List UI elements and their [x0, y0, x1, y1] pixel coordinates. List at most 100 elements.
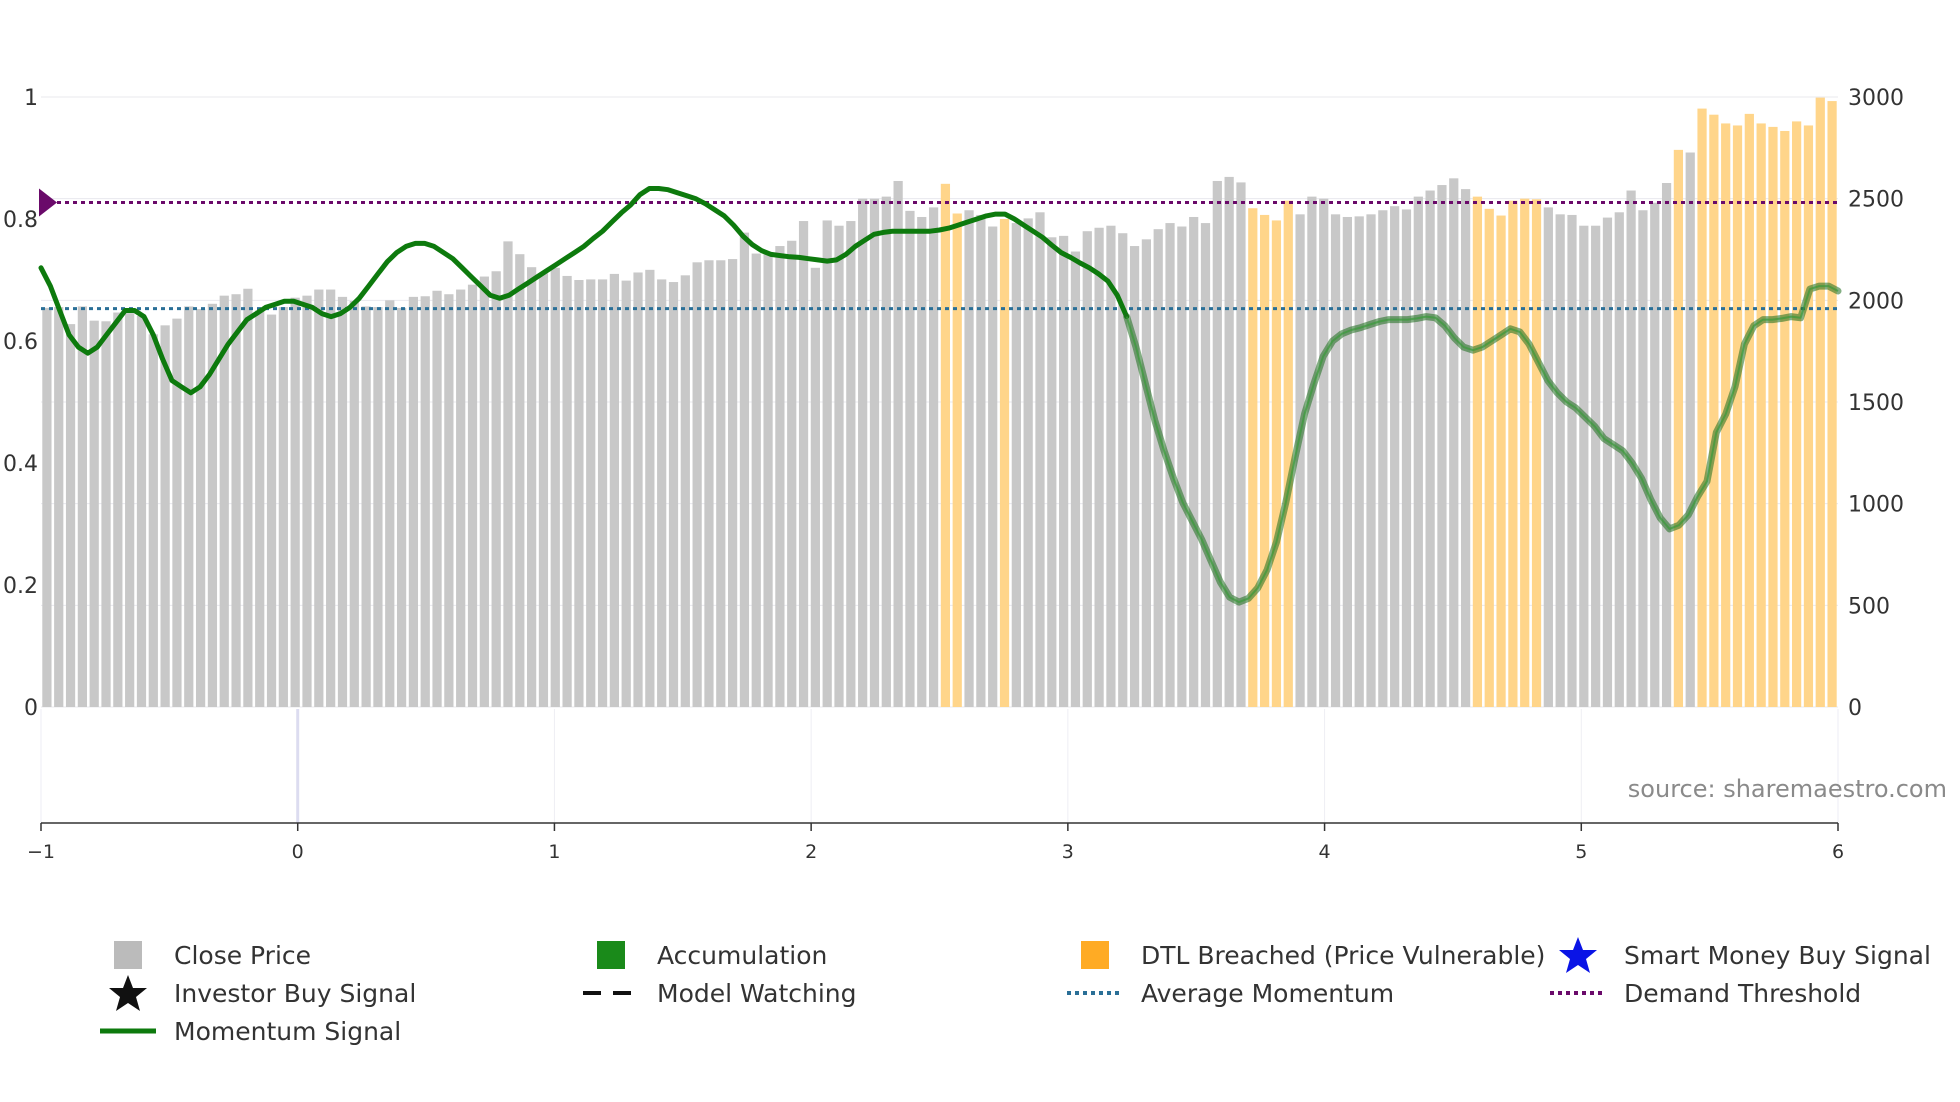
close-price-bar	[810, 267, 820, 707]
close-price-bar	[1189, 216, 1199, 707]
dtl-breached-bar	[1803, 125, 1814, 707]
close-price-bar	[42, 307, 52, 707]
close-price-bar	[633, 272, 643, 707]
dtl-breached-bar	[1709, 114, 1719, 707]
close-price-bar	[704, 260, 714, 707]
marker-group	[39, 188, 57, 217]
close-price-bar	[964, 210, 974, 708]
dtl-breached-bar	[1271, 220, 1282, 707]
close-price-bar	[692, 262, 702, 707]
left-y-tick: 0.4	[3, 452, 38, 477]
close-price-bar	[1118, 233, 1128, 707]
left-y-axis: 0 0.2 0.4 0.6 0.8 1	[3, 86, 38, 721]
close-price-bar	[101, 321, 111, 707]
close-price-bar	[1425, 190, 1435, 708]
close-price-bar	[905, 210, 915, 707]
x-tick-label: 6	[1832, 841, 1844, 863]
close-price-bar	[515, 254, 525, 707]
close-price-bar	[1555, 214, 1565, 707]
close-price-bar	[1106, 225, 1116, 707]
close-price-bar	[349, 300, 359, 707]
close-price-bar	[822, 220, 832, 707]
close-price-bar	[562, 275, 572, 707]
close-price-bar	[1212, 180, 1222, 707]
close-price-bar	[1082, 231, 1092, 707]
close-price-bar	[385, 300, 395, 707]
close-price-bar	[77, 306, 87, 707]
dtl-breached-bar	[999, 219, 1010, 707]
close-price-bar	[988, 226, 998, 708]
close-price-bar	[1413, 196, 1423, 707]
close-price-bar	[65, 324, 76, 707]
close-price-bar	[1319, 198, 1329, 707]
close-price-bar	[231, 294, 241, 707]
close-price-bar	[1047, 237, 1057, 708]
x-tick-label: 1	[548, 841, 560, 863]
dtl-breached-bar	[1732, 125, 1743, 707]
dtl-breached-bar	[1283, 200, 1293, 707]
x-tick-label: 5	[1575, 841, 1587, 863]
close-price-bar	[1543, 207, 1553, 707]
close-price-bar	[1236, 182, 1246, 707]
close-price-bar	[1011, 223, 1021, 708]
close-price-bar	[160, 325, 170, 707]
dtl-breached-bar	[1496, 215, 1506, 707]
x-tick-label: 2	[805, 841, 817, 863]
close-price-bar	[1177, 226, 1187, 708]
close-price-bar	[1650, 202, 1660, 707]
close-price-bar	[467, 284, 478, 707]
close-price-bar	[302, 295, 312, 707]
close-price-bar	[54, 307, 64, 707]
close-price-bar	[574, 280, 584, 707]
close-price-bar	[408, 296, 419, 707]
close-price-bar	[763, 254, 773, 707]
close-price-bar	[609, 273, 619, 707]
source-label: source: sharemaestro.com	[1628, 775, 1947, 803]
demand-threshold-marker	[39, 188, 57, 217]
close-price-bar	[1330, 214, 1341, 707]
reference-lines	[41, 201, 1838, 311]
close-price-bar	[1449, 178, 1459, 708]
close-price-bar	[1070, 251, 1081, 708]
close-price-bar	[798, 221, 809, 708]
close-price-bar	[1307, 196, 1317, 707]
close-price-bar	[503, 241, 513, 707]
close-price-bar	[207, 303, 218, 707]
close-price-bar	[550, 267, 560, 707]
close-price-bar	[1460, 189, 1471, 708]
close-price-bar	[1354, 216, 1364, 707]
close-price-bar	[148, 334, 158, 707]
dtl-breached-bar	[1827, 101, 1837, 708]
left-y-tick: 0	[24, 696, 38, 721]
close-price-bar	[1153, 229, 1163, 707]
x-axis: −1 0 1 2 3 4 5 6	[27, 822, 1844, 863]
right-y-axis: 0 500 1000 1500 2000 2500 3000	[1848, 86, 1904, 721]
left-y-tick: 0.6	[3, 330, 38, 355]
close-price-bar	[834, 225, 844, 707]
dtl-breached-bar	[1792, 121, 1802, 707]
close-price-bar	[1437, 185, 1447, 707]
close-price-bar	[373, 307, 383, 707]
close-price-bar	[1685, 152, 1695, 707]
close-price-bar	[917, 216, 927, 707]
x-tick-label: −1	[27, 841, 55, 863]
close-price-bar	[326, 289, 336, 707]
close-price-bar	[420, 296, 430, 707]
close-price-bar	[893, 180, 903, 707]
x-tick-label: 0	[292, 841, 304, 863]
close-price-bar	[491, 271, 501, 707]
x-tick-label: 4	[1319, 841, 1331, 863]
close-price-bar	[538, 273, 549, 707]
close-price-bar	[1638, 210, 1648, 708]
close-price-bar	[1141, 239, 1152, 708]
dtl-breached-bar	[1768, 126, 1778, 707]
close-price-bar	[858, 198, 868, 707]
dtl-breached-bar	[1520, 198, 1530, 707]
dtl-breached-bar	[1756, 123, 1766, 707]
close-price-bar	[621, 280, 631, 707]
close-price-bar	[1661, 183, 1672, 707]
close-price-bar	[396, 307, 407, 707]
dtl-breached-bar	[952, 213, 962, 707]
close-price-bar	[266, 314, 277, 707]
close-price-bar	[1626, 190, 1636, 708]
